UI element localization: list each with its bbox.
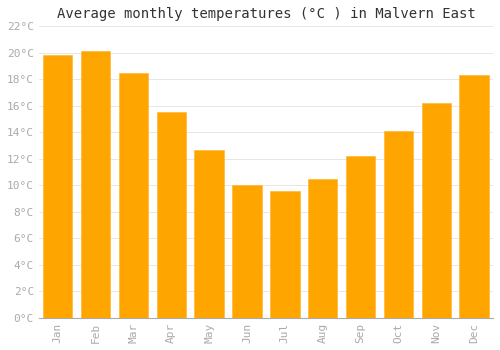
Bar bbox=[346, 156, 376, 318]
Bar bbox=[308, 179, 338, 318]
Bar bbox=[384, 131, 413, 318]
Bar bbox=[156, 112, 186, 318]
Bar bbox=[194, 149, 224, 318]
Bar bbox=[422, 103, 451, 318]
Bar bbox=[81, 51, 110, 318]
Title: Average monthly temperatures (°C ) in Malvern East: Average monthly temperatures (°C ) in Ma… bbox=[56, 7, 476, 21]
Bar bbox=[43, 55, 72, 318]
Bar bbox=[460, 75, 489, 318]
Bar bbox=[118, 73, 148, 318]
Bar bbox=[270, 191, 300, 318]
Bar bbox=[232, 186, 262, 318]
